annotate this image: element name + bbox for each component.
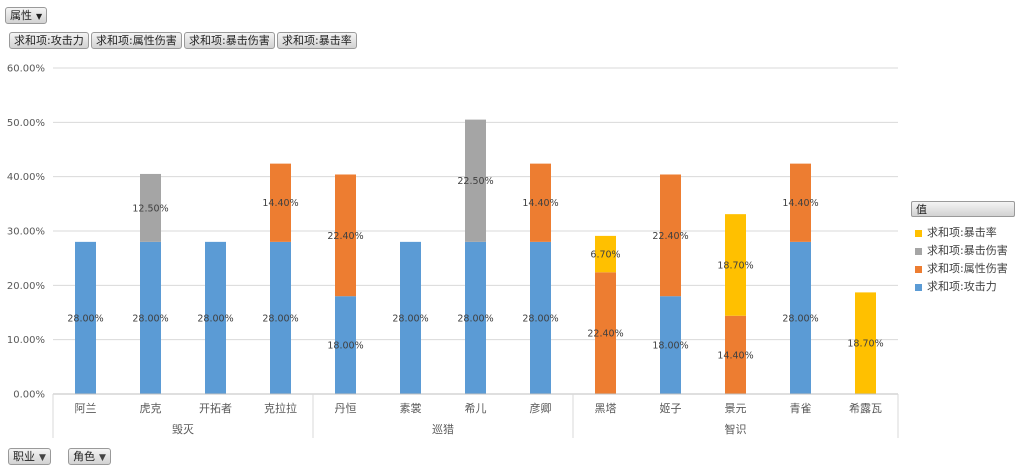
x-category-label: 青雀: [790, 402, 812, 415]
data-label: 14.40%: [717, 350, 753, 361]
filter-icon: ▼: [39, 453, 46, 463]
bar-segment[interactable]: [790, 163, 811, 242]
data-label: 28.00%: [132, 313, 168, 324]
bar-segment[interactable]: [725, 214, 746, 316]
data-label: 18.00%: [652, 341, 688, 352]
y-tick-label: 50.00%: [7, 118, 45, 129]
value-field-button-element-dmg[interactable]: 求和项:属性伤害: [91, 32, 182, 49]
bar-segment[interactable]: [335, 296, 356, 394]
data-label: 22.40%: [652, 231, 688, 242]
data-label: 12.50%: [132, 203, 168, 214]
legend-item-crit-dmg: 求和项:暴击伤害: [915, 242, 1008, 258]
bar-segment[interactable]: [205, 241, 226, 394]
bar-segment[interactable]: [335, 174, 356, 297]
bar-segment[interactable]: [270, 241, 291, 394]
data-label: 22.40%: [587, 329, 623, 340]
value-field-label: 求和项:暴击伤害: [189, 34, 270, 47]
bar-segment[interactable]: [855, 292, 876, 394]
attribute-filter-button[interactable]: 属性 ▼: [5, 7, 48, 24]
legend-title[interactable]: 值: [911, 201, 1015, 217]
x-category-label: 克拉拉: [264, 401, 297, 415]
row-field-button-class[interactable]: 职业 ▼: [8, 448, 51, 465]
bar-segment[interactable]: [660, 174, 681, 297]
legend-label: 求和项:暴击率: [927, 226, 997, 239]
data-label: 18.70%: [847, 339, 883, 350]
bar-segment[interactable]: [660, 296, 681, 394]
bar-segment[interactable]: [595, 272, 616, 394]
x-group-label: 智识: [725, 422, 747, 436]
data-label: 18.70%: [717, 260, 753, 271]
legend[interactable]: 值 求和项:暴击率 求和项:暴击伤害 求和项:属性伤害 求和项:攻击力: [911, 201, 1015, 295]
x-category-label: 姬子: [660, 402, 682, 415]
legend-item-crit-rate: 求和项:暴击率: [915, 224, 997, 240]
bar-segment[interactable]: [140, 241, 161, 394]
legend-swatch-icon: [915, 265, 922, 273]
row-field-label: 角色: [73, 450, 95, 463]
y-tick-label: 10.00%: [7, 335, 45, 346]
legend-swatch-icon: [915, 247, 922, 255]
bar-segment[interactable]: [270, 163, 291, 242]
y-tick-label: 20.00%: [7, 281, 45, 292]
data-label: 14.40%: [262, 198, 298, 209]
dropdown-caret-icon: ▼: [36, 12, 43, 21]
row-field-button-character[interactable]: 角色 ▼: [68, 448, 111, 465]
data-label: 28.00%: [392, 313, 428, 324]
bar-segment[interactable]: [140, 173, 161, 242]
data-label: 28.00%: [262, 313, 298, 324]
bar-segment[interactable]: [725, 315, 746, 394]
row-field-label: 职业: [13, 450, 35, 463]
legend-swatch-icon: [915, 283, 922, 291]
data-label: 28.00%: [522, 313, 558, 324]
x-group-label: 巡猎: [432, 422, 454, 436]
legend-item-attack: 求和项:攻击力: [915, 278, 997, 294]
x-category-label: 丹恒: [335, 402, 357, 415]
bar-segment[interactable]: [465, 119, 486, 242]
legend-label: 求和项:属性伤害: [927, 262, 1008, 275]
legend-label: 求和项:暴击伤害: [927, 244, 1008, 257]
legend-label: 求和项:攻击力: [927, 280, 997, 293]
y-tick-label: 0.00%: [13, 390, 45, 401]
x-category-label: 希露瓦: [849, 401, 882, 415]
x-category-label: 景元: [725, 402, 747, 415]
data-label: 14.40%: [522, 198, 558, 209]
legend-item-element-dmg: 求和项:属性伤害: [915, 260, 1008, 276]
y-tick-label: 40.00%: [7, 172, 45, 183]
x-category-label: 彦卿: [530, 401, 552, 415]
value-field-label: 求和项:攻击力: [14, 34, 84, 47]
x-category-label: 开拓者: [199, 401, 232, 415]
bar-segment[interactable]: [530, 163, 551, 242]
data-label: 14.40%: [782, 198, 818, 209]
value-field-label: 求和项:暴击率: [282, 34, 352, 47]
bar-segment[interactable]: [790, 241, 811, 394]
value-field-button-attack[interactable]: 求和项:攻击力: [9, 32, 89, 49]
data-label: 28.00%: [782, 313, 818, 324]
y-tick-label: 30.00%: [7, 227, 45, 238]
data-label: 22.50%: [457, 176, 493, 187]
bar-segment[interactable]: [530, 241, 551, 394]
data-label: 22.40%: [327, 231, 363, 242]
bar-segment[interactable]: [75, 241, 96, 394]
x-group-label: 毁灭: [172, 422, 194, 436]
bar-segment[interactable]: [465, 241, 486, 394]
data-label: 28.00%: [457, 313, 493, 324]
attribute-filter-label: 属性: [10, 9, 32, 22]
value-field-button-crit-dmg[interactable]: 求和项:暴击伤害: [184, 32, 275, 49]
y-tick-label: 60.00%: [7, 64, 45, 75]
x-category-label: 虎克: [140, 402, 162, 415]
x-category-label: 阿兰: [75, 402, 97, 415]
data-label: 28.00%: [197, 313, 233, 324]
x-category-label: 希儿: [465, 401, 487, 415]
data-label: 18.00%: [327, 341, 363, 352]
value-field-button-crit-rate[interactable]: 求和项:暴击率: [277, 32, 357, 49]
data-label: 6.70%: [590, 250, 620, 261]
legend-swatch-icon: [915, 229, 922, 237]
x-category-label: 素裳: [400, 401, 422, 415]
bar-segment[interactable]: [400, 241, 421, 394]
filter-icon: ▼: [99, 453, 106, 463]
data-label: 28.00%: [67, 313, 103, 324]
bar-segment[interactable]: [595, 235, 616, 273]
x-category-label: 黑塔: [595, 402, 617, 415]
value-field-label: 求和项:属性伤害: [96, 34, 177, 47]
